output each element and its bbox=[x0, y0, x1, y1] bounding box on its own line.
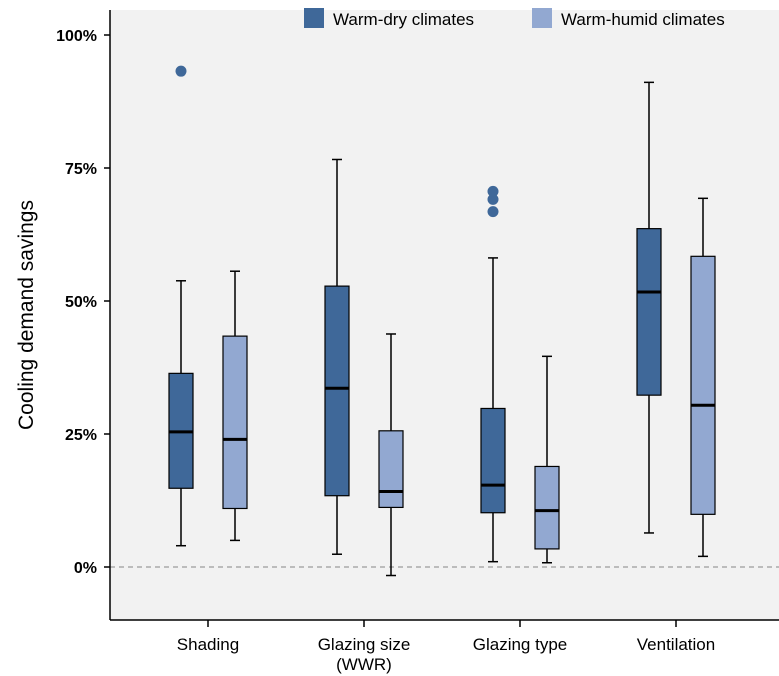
y-tick-label: 0% bbox=[74, 560, 97, 577]
y-axis-label: Cooling demand savings bbox=[15, 200, 38, 430]
box-group bbox=[324, 158, 350, 555]
x-tick-label: (WWR) bbox=[336, 655, 392, 674]
outlier-point bbox=[487, 185, 499, 197]
box-group bbox=[690, 197, 716, 558]
x-tick-label: Glazing type bbox=[473, 635, 568, 654]
box-iqr bbox=[636, 228, 662, 396]
box-iqr bbox=[480, 407, 506, 514]
box-group bbox=[168, 65, 194, 547]
box-iqr bbox=[222, 335, 248, 510]
y-tick-label: 25% bbox=[65, 427, 97, 444]
plot-marks bbox=[168, 65, 716, 577]
x-tick-label: Ventilation bbox=[637, 635, 715, 654]
x-tick-label: Shading bbox=[177, 635, 239, 654]
y-tick-label: 75% bbox=[65, 161, 97, 178]
y-tick-label: 100% bbox=[56, 28, 97, 45]
legend-swatch bbox=[532, 8, 552, 28]
legend-swatch bbox=[304, 8, 324, 28]
box-iqr bbox=[534, 465, 560, 550]
x-tick-label: Glazing size bbox=[318, 635, 411, 654]
x-axis-ticks: Shading Glazing size(WWR) Glazing type Vent… bbox=[177, 620, 715, 674]
box-group bbox=[534, 355, 560, 564]
box-group bbox=[222, 270, 248, 542]
box-iqr bbox=[324, 285, 350, 497]
outlier-point bbox=[487, 206, 499, 218]
box-group bbox=[378, 333, 404, 577]
y-axis-ticks: 0% 25% 50% 75% 100% bbox=[56, 28, 110, 577]
y-tick-label: 50% bbox=[65, 294, 97, 311]
legend: Warm-dry climates Warm-humid climates bbox=[304, 8, 725, 29]
box-group bbox=[480, 185, 506, 563]
legend-label: Warm-dry climates bbox=[333, 10, 474, 29]
legend-label: Warm-humid climates bbox=[561, 10, 725, 29]
box-group bbox=[636, 81, 662, 534]
outlier-point bbox=[487, 193, 499, 205]
outlier-point bbox=[175, 65, 187, 77]
box-iqr bbox=[378, 430, 404, 509]
plot-area-background bbox=[110, 10, 779, 620]
box-iqr bbox=[690, 255, 716, 515]
